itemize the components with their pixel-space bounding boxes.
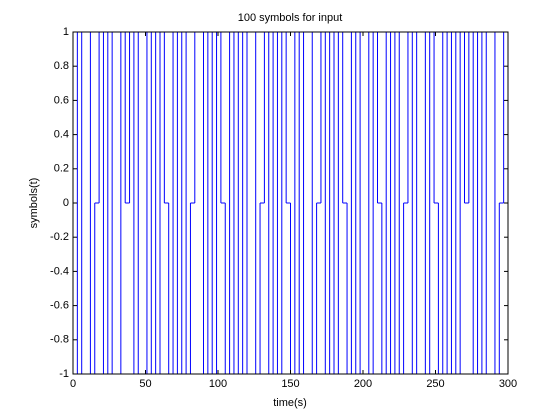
y-tick-label: -0.2 (50, 231, 69, 243)
x-axis-label: time(s) (273, 397, 307, 409)
x-tick-label: 200 (354, 378, 372, 390)
y-tick-label: 1 (63, 26, 69, 38)
y-tick-label: 0.2 (54, 163, 69, 175)
y-tick-label: 0.4 (54, 129, 69, 141)
y-tick-label: -0.8 (50, 334, 69, 346)
x-tick-label: 50 (139, 378, 151, 390)
y-tick-label: 0.6 (54, 94, 69, 106)
chart-title: 100 symbols for input (238, 12, 343, 24)
x-tick-label: 150 (281, 378, 299, 390)
x-tick-label: 250 (426, 378, 444, 390)
x-tick-label: 0 (70, 378, 76, 390)
y-tick-label: -0.4 (50, 265, 69, 277)
x-tick-label: 300 (499, 378, 517, 390)
y-tick-label: 0 (63, 197, 69, 209)
x-tick-label: 100 (209, 378, 227, 390)
y-tick-label: -1 (59, 368, 69, 380)
y-tick-label: -0.6 (50, 300, 69, 312)
y-tick-label: 0.8 (54, 60, 69, 72)
y-axis-label: symbols(t) (28, 178, 40, 229)
